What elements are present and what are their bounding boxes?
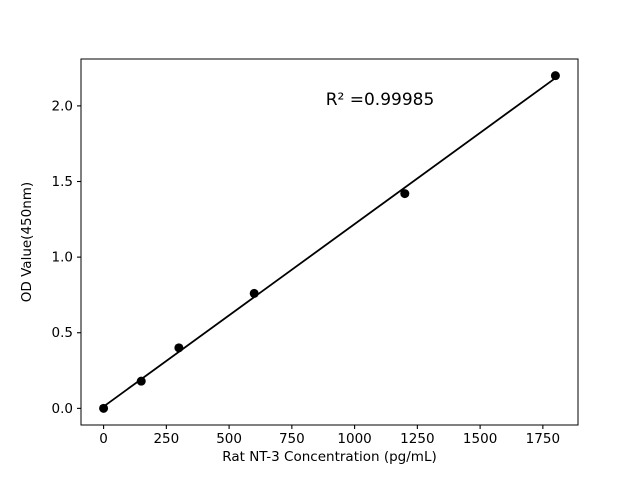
x-tick-label: 750 [279, 431, 305, 447]
fit-line [102, 77, 557, 408]
x-tick-label: 1250 [400, 431, 434, 447]
y-tick-label: 2.0 [52, 98, 73, 114]
x-tick-label: 1500 [463, 431, 497, 447]
x-tick-label: 500 [216, 431, 242, 447]
y-tick-label: 0.0 [52, 401, 73, 417]
data-point [249, 288, 259, 298]
x-tick-label: 250 [153, 431, 179, 447]
data-point [400, 189, 410, 199]
x-tick-label: 0 [99, 431, 108, 447]
data-point [550, 71, 560, 81]
data-point [136, 376, 146, 386]
y-tick-label: 1.0 [52, 250, 73, 266]
r-squared-annotation: R² =0.99985 [325, 90, 435, 110]
data-point [174, 343, 184, 353]
y-tick-label: 0.5 [52, 325, 73, 341]
y-axis-label: OD Value(450nm) [19, 181, 35, 303]
data-point [99, 403, 109, 413]
plot-spines [80, 58, 579, 426]
x-axis-label: Rat NT-3 Concentration (pg/mL) [222, 449, 437, 465]
y-tick-label: 1.5 [52, 174, 73, 190]
x-tick-label: 1000 [337, 431, 371, 447]
x-tick-label: 1750 [526, 431, 560, 447]
